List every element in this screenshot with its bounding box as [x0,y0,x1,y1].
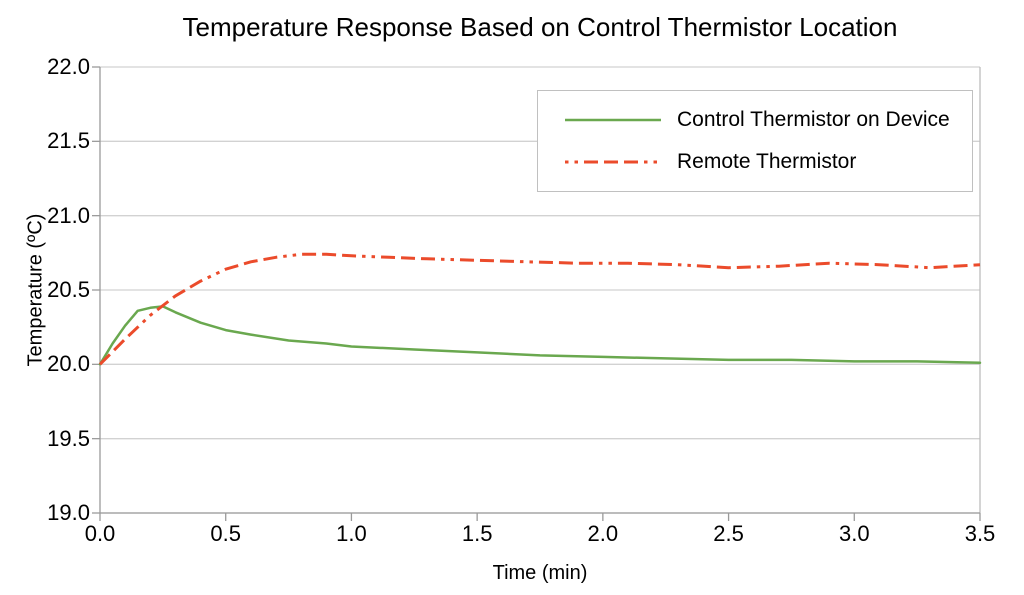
y-tick-label: 21.5 [47,128,90,154]
x-tick-label: 3.5 [964,521,996,546]
legend-line-sample-control [565,119,661,122]
legend-label-remote-thermistor: Remote Thermistor [677,149,857,173]
x-tick-label: 2.0 [587,521,619,546]
y-tick-label: 22.0 [47,54,90,79]
x-tick-label: 0.5 [210,521,241,546]
x-tick-label: 3.0 [838,521,870,546]
x-tick-label: 0.0 [84,521,116,546]
legend-label-control-thermistor: Control Thermistor on Device [677,108,950,132]
legend: Control Thermistor on Device Remote Ther… [537,90,973,192]
y-axis-title: Temperature (ºC) [24,213,47,367]
x-tick-label: 1.0 [336,521,367,546]
y-tick-label: 19.5 [47,425,90,451]
x-tick-label: 1.5 [461,521,493,546]
series-line-0 [98,305,982,366]
legend-row-control: Control Thermistor on Device [538,108,972,132]
chart-title: Temperature Response Based on Control Th… [182,12,898,42]
y-tick-label: 19.0 [47,500,90,525]
x-tick-label: 2.5 [713,521,744,546]
x-axis-title: Time (min) [492,562,588,584]
legend-line-sample-remote [565,160,661,164]
y-tick-label: 20.5 [47,277,90,302]
y-tick-label: 20.0 [47,351,90,377]
y-tick-label: 21.0 [47,202,90,228]
legend-row-remote: Remote Thermistor [538,150,972,174]
series-line-1 [98,252,981,366]
